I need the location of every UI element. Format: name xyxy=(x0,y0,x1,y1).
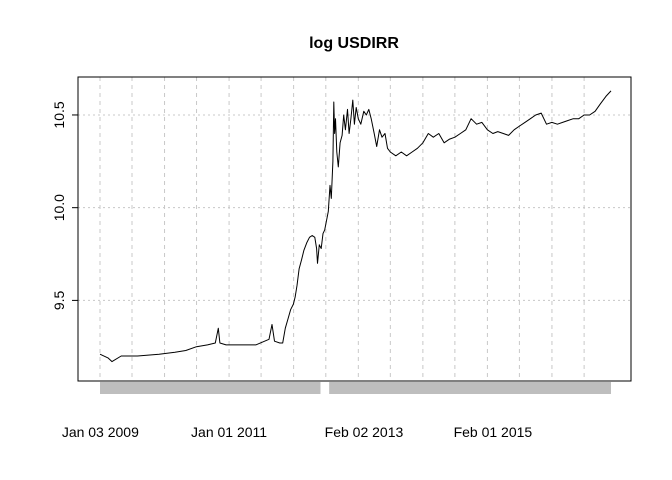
chart-title: log USDIRR xyxy=(309,35,399,52)
period-bar-segment xyxy=(100,382,321,394)
x-axis: Jan 03 2009 Jan 01 2011 Feb 02 2013 Feb 01 … xyxy=(62,424,533,440)
grid xyxy=(78,77,631,381)
series-line xyxy=(99,90,612,363)
y-axis: 9.5 10.0 10.5 xyxy=(51,101,78,310)
plot-frame xyxy=(77,76,632,382)
period-bar-segment xyxy=(329,382,611,394)
x-tick-label: Feb 02 2013 xyxy=(325,424,404,440)
y-tick-label: 9.5 xyxy=(51,290,67,310)
x-tick-label: Jan 03 2009 xyxy=(62,424,139,440)
y-tick-label: 10.0 xyxy=(51,194,67,221)
x-tick-label: Feb 01 2015 xyxy=(454,424,533,440)
x-tick-label: Jan 01 2011 xyxy=(191,424,267,440)
y-tick-label: 10.5 xyxy=(51,101,67,128)
period-bar xyxy=(100,382,611,394)
